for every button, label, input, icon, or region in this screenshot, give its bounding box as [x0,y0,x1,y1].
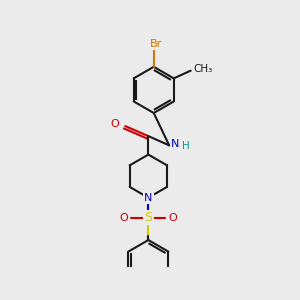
Text: S: S [144,211,152,224]
Text: CH₃: CH₃ [194,64,213,74]
Text: Br: Br [150,39,162,49]
Text: O: O [169,213,177,223]
Text: N: N [144,193,152,203]
Text: O: O [110,119,119,129]
Text: O: O [119,213,128,223]
Text: N: N [171,139,179,149]
Text: H: H [182,141,190,151]
